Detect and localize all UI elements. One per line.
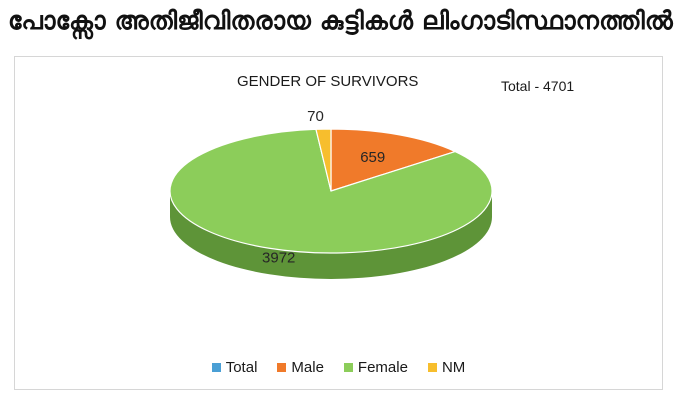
pie-chart: 659 3972 70	[169, 108, 493, 279]
legend-swatch-nm	[427, 363, 437, 372]
legend-swatch-total	[211, 363, 221, 372]
legend-item-total: Total	[211, 359, 258, 376]
legend-label-male: Male	[291, 359, 324, 376]
chart-title: GENDER OF SURVIVORS	[237, 73, 419, 90]
data-label-male: 659	[360, 149, 385, 166]
pie-slice-male	[330, 128, 457, 192]
legend-label-nm: NM	[441, 359, 466, 376]
pie-slice-female	[169, 128, 493, 254]
legend-item-male: Male	[277, 359, 324, 376]
total-annotation: Total - 4701	[501, 78, 575, 94]
legend-label-female: Female	[357, 359, 408, 376]
data-label-female: 3972	[262, 249, 295, 266]
legend-item-nm: NM	[427, 359, 466, 376]
page-heading: പോക്സോ അതിജീവിതരായ കുട്ടികൾ ലിംഗാടിസ്ഥാന…	[8, 6, 673, 35]
legend-swatch-male	[277, 363, 287, 372]
legend-swatch-female	[343, 363, 353, 372]
legend-label-total: Total	[225, 359, 258, 376]
chart-legend: Total Male Female NM	[15, 359, 662, 376]
pie-slice-nm	[315, 128, 332, 192]
legend-item-female: Female	[343, 359, 408, 376]
data-label-nm: 70	[307, 108, 324, 125]
chart-frame: 659 3972 70 GENDER OF SURVIVORS Total - 47…	[14, 56, 663, 390]
pie-side-female	[170, 191, 492, 279]
